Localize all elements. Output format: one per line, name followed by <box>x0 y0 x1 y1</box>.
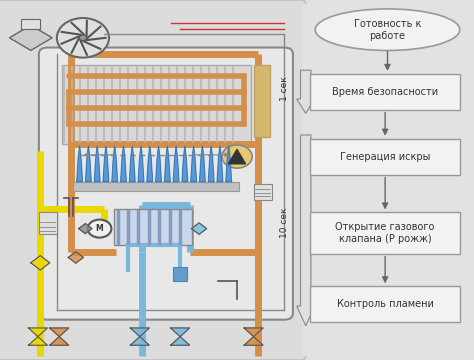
Polygon shape <box>85 146 91 182</box>
Bar <box>114 209 192 245</box>
Polygon shape <box>171 328 190 337</box>
Bar <box>62 65 251 144</box>
Polygon shape <box>103 146 109 182</box>
Text: Открытие газового
клапана (Р рожж): Открытие газового клапана (Р рожж) <box>336 222 435 244</box>
Polygon shape <box>173 146 179 182</box>
Polygon shape <box>94 146 100 182</box>
Text: Контроль пламени: Контроль пламени <box>337 299 434 309</box>
Polygon shape <box>130 337 149 345</box>
FancyArrow shape <box>297 70 315 113</box>
Bar <box>302 4 472 356</box>
Polygon shape <box>112 146 118 182</box>
Polygon shape <box>120 146 126 182</box>
FancyArrow shape <box>297 135 315 326</box>
Bar <box>254 65 270 137</box>
Polygon shape <box>191 146 196 182</box>
Polygon shape <box>9 25 52 50</box>
Text: 1 сек: 1 сек <box>280 76 289 100</box>
Bar <box>173 267 187 281</box>
Bar <box>310 74 460 110</box>
Polygon shape <box>164 146 170 182</box>
Polygon shape <box>28 337 47 345</box>
Polygon shape <box>79 224 92 234</box>
Bar <box>73 182 239 191</box>
Polygon shape <box>217 146 223 182</box>
Polygon shape <box>244 337 263 345</box>
Polygon shape <box>68 252 83 263</box>
Bar <box>310 286 460 322</box>
Circle shape <box>222 145 252 168</box>
Polygon shape <box>147 146 153 182</box>
FancyBboxPatch shape <box>39 48 293 320</box>
Bar <box>310 139 460 175</box>
Bar <box>21 19 40 29</box>
Text: Генерация искры: Генерация искры <box>340 152 430 162</box>
Text: M: M <box>96 224 103 233</box>
Polygon shape <box>228 149 246 164</box>
Circle shape <box>79 35 87 41</box>
Circle shape <box>57 18 109 58</box>
Text: 10 сек: 10 сек <box>280 208 289 238</box>
Bar <box>310 212 460 254</box>
Polygon shape <box>129 146 135 182</box>
Polygon shape <box>226 146 232 182</box>
Polygon shape <box>31 256 50 270</box>
Text: Готовность к
работе: Готовность к работе <box>354 19 421 41</box>
Circle shape <box>88 220 111 238</box>
Polygon shape <box>200 146 205 182</box>
Bar <box>254 184 272 200</box>
Polygon shape <box>155 146 161 182</box>
Text: Время безопасности: Время безопасности <box>332 87 438 97</box>
Polygon shape <box>244 328 263 337</box>
Bar <box>39 212 57 234</box>
Polygon shape <box>77 146 82 182</box>
Polygon shape <box>130 328 149 337</box>
Polygon shape <box>182 146 188 182</box>
Polygon shape <box>50 337 69 345</box>
Polygon shape <box>28 328 47 337</box>
Polygon shape <box>138 146 144 182</box>
Polygon shape <box>171 337 190 345</box>
Ellipse shape <box>315 9 460 50</box>
Polygon shape <box>191 223 207 234</box>
Polygon shape <box>209 146 214 182</box>
FancyBboxPatch shape <box>0 0 306 360</box>
Polygon shape <box>50 328 69 337</box>
